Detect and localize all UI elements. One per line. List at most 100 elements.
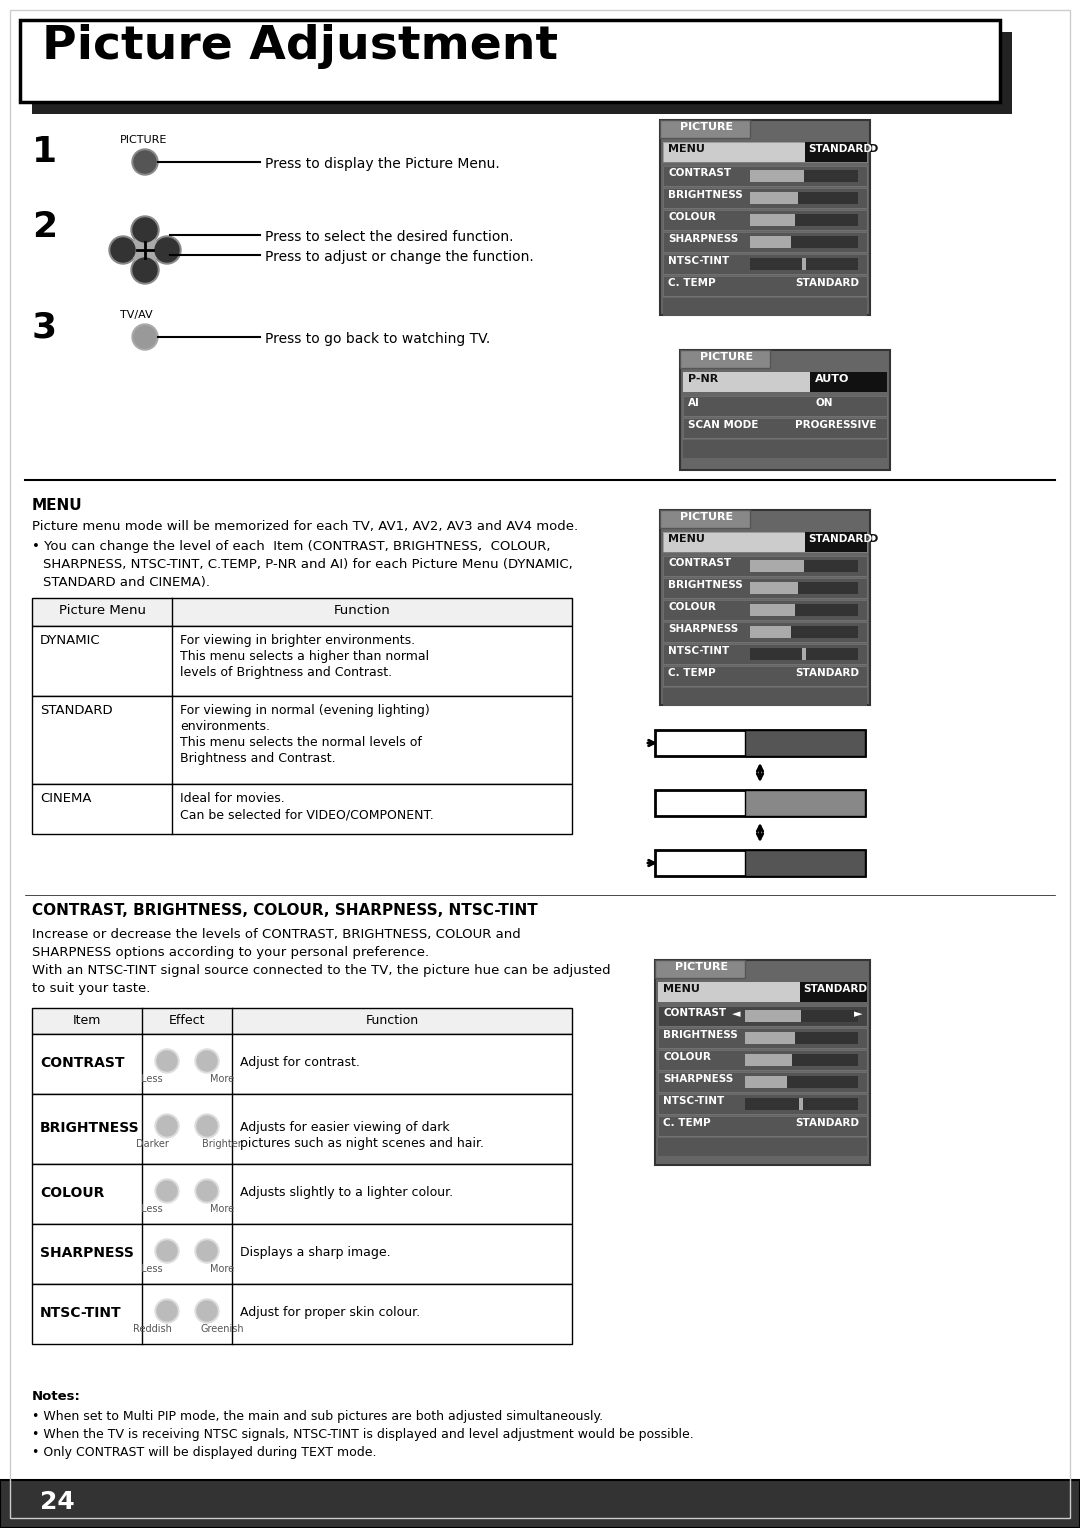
Text: PICTURE: PICTURE bbox=[120, 134, 167, 145]
Text: BRIGHTNESS: BRIGHTNESS bbox=[669, 581, 743, 590]
Bar bbox=[745, 1031, 858, 1044]
Bar bbox=[750, 604, 795, 616]
Bar bbox=[32, 1034, 572, 1094]
Circle shape bbox=[134, 151, 156, 173]
Bar bbox=[750, 193, 798, 205]
Bar bbox=[663, 209, 867, 231]
Text: A: A bbox=[141, 219, 149, 229]
Bar bbox=[658, 1050, 867, 1070]
Bar bbox=[802, 648, 806, 660]
Bar bbox=[658, 1115, 867, 1135]
Circle shape bbox=[197, 1241, 217, 1261]
Bar bbox=[750, 170, 858, 182]
Text: • You can change the level of each  Item (CONTRAST, BRIGHTNESS,  COLOUR,: • You can change the level of each Item … bbox=[32, 539, 551, 553]
Polygon shape bbox=[679, 1141, 691, 1152]
Text: ON: ON bbox=[815, 397, 833, 408]
Text: More: More bbox=[210, 1264, 234, 1274]
Text: V: V bbox=[141, 267, 149, 277]
Bar bbox=[32, 32, 1012, 115]
Circle shape bbox=[195, 1050, 219, 1073]
Bar bbox=[663, 188, 867, 208]
Bar bbox=[658, 1028, 867, 1048]
Text: DYNAMIC: DYNAMIC bbox=[40, 634, 100, 646]
Bar bbox=[32, 1164, 572, 1224]
Text: COLOUR: COLOUR bbox=[663, 1051, 711, 1062]
Bar bbox=[663, 578, 867, 597]
Text: MENU: MENU bbox=[669, 533, 705, 544]
Text: Less: Less bbox=[141, 1074, 163, 1083]
Circle shape bbox=[156, 238, 179, 261]
Text: Ideal for movies.: Ideal for movies. bbox=[180, 792, 285, 805]
Bar bbox=[663, 622, 867, 642]
Text: Item: Item bbox=[72, 1015, 102, 1027]
Bar bbox=[683, 371, 887, 393]
Bar bbox=[663, 277, 867, 296]
Text: Picture menu mode will be memorized for each TV, AV1, AV2, AV3 and AV4 mode.: Picture menu mode will be memorized for … bbox=[32, 520, 578, 533]
Circle shape bbox=[133, 258, 157, 283]
Text: STANDARD and CINEMA).: STANDARD and CINEMA). bbox=[43, 576, 210, 588]
Bar bbox=[32, 695, 572, 784]
Text: Greenish: Greenish bbox=[200, 1323, 244, 1334]
Bar bbox=[750, 582, 858, 594]
Text: STANDARD: STANDARD bbox=[808, 144, 872, 154]
Text: 2: 2 bbox=[32, 209, 57, 244]
Bar bbox=[750, 626, 858, 639]
Bar bbox=[658, 1115, 867, 1135]
Text: STANDARD: STANDARD bbox=[804, 984, 867, 995]
Bar bbox=[663, 254, 867, 274]
Bar bbox=[663, 601, 867, 620]
Circle shape bbox=[111, 238, 135, 261]
Bar bbox=[658, 1094, 867, 1114]
Text: AI: AI bbox=[688, 397, 700, 408]
Bar bbox=[750, 258, 858, 270]
Text: PICTURE: PICTURE bbox=[680, 122, 733, 131]
Text: Press to display the Picture Menu.: Press to display the Picture Menu. bbox=[265, 157, 500, 171]
Polygon shape bbox=[759, 692, 771, 701]
Bar bbox=[802, 258, 806, 270]
Bar bbox=[745, 1099, 858, 1109]
Bar bbox=[750, 235, 791, 248]
Circle shape bbox=[153, 235, 181, 264]
Circle shape bbox=[157, 1115, 177, 1135]
Text: STANDARD: STANDARD bbox=[795, 668, 859, 678]
Text: C. TEMP: C. TEMP bbox=[663, 1118, 711, 1128]
Text: More: More bbox=[210, 1074, 234, 1083]
Text: For viewing in brighter environments.: For viewing in brighter environments. bbox=[180, 634, 415, 646]
Bar bbox=[654, 850, 865, 876]
Text: Displays a sharp image.: Displays a sharp image. bbox=[240, 1245, 391, 1259]
Text: Adjusts slightly to a lighter colour.: Adjusts slightly to a lighter colour. bbox=[240, 1186, 454, 1199]
Circle shape bbox=[131, 235, 159, 264]
Bar bbox=[800, 983, 867, 1002]
Bar bbox=[658, 1028, 867, 1048]
Text: Effect: Effect bbox=[168, 1015, 205, 1027]
Bar bbox=[750, 214, 858, 226]
Text: This menu selects the normal levels of: This menu selects the normal levels of bbox=[180, 736, 422, 749]
Text: CONTRAST: CONTRAST bbox=[669, 558, 731, 568]
Bar bbox=[21, 20, 1000, 102]
Text: • Only CONTRAST will be displayed during TEXT mode.: • Only CONTRAST will be displayed during… bbox=[32, 1445, 377, 1459]
Bar bbox=[805, 142, 867, 162]
Bar bbox=[654, 960, 870, 1164]
Bar bbox=[745, 1076, 858, 1088]
Text: SHARPNESS: SHARPNESS bbox=[40, 1245, 134, 1261]
Bar bbox=[663, 188, 867, 208]
Bar bbox=[745, 730, 865, 756]
Bar bbox=[799, 1099, 804, 1109]
Bar bbox=[663, 232, 867, 252]
Circle shape bbox=[132, 324, 158, 350]
Bar bbox=[663, 142, 867, 162]
Bar bbox=[683, 396, 887, 416]
Text: CINEMA: CINEMA bbox=[768, 854, 822, 866]
Text: NTSC-TINT: NTSC-TINT bbox=[40, 1306, 122, 1320]
Text: CINEMA: CINEMA bbox=[40, 792, 92, 805]
Bar bbox=[658, 1138, 867, 1157]
Text: BRIGHTNESS: BRIGHTNESS bbox=[669, 189, 743, 200]
Bar bbox=[750, 582, 798, 594]
Text: 1: 1 bbox=[32, 134, 57, 170]
Text: STANDARD: STANDARD bbox=[810, 144, 878, 154]
Bar bbox=[745, 1010, 858, 1022]
Circle shape bbox=[156, 1239, 179, 1264]
Text: STANDARD: STANDARD bbox=[795, 1118, 859, 1128]
Text: Adjusts for easier viewing of dark: Adjusts for easier viewing of dark bbox=[240, 1122, 449, 1134]
Bar bbox=[663, 666, 867, 686]
